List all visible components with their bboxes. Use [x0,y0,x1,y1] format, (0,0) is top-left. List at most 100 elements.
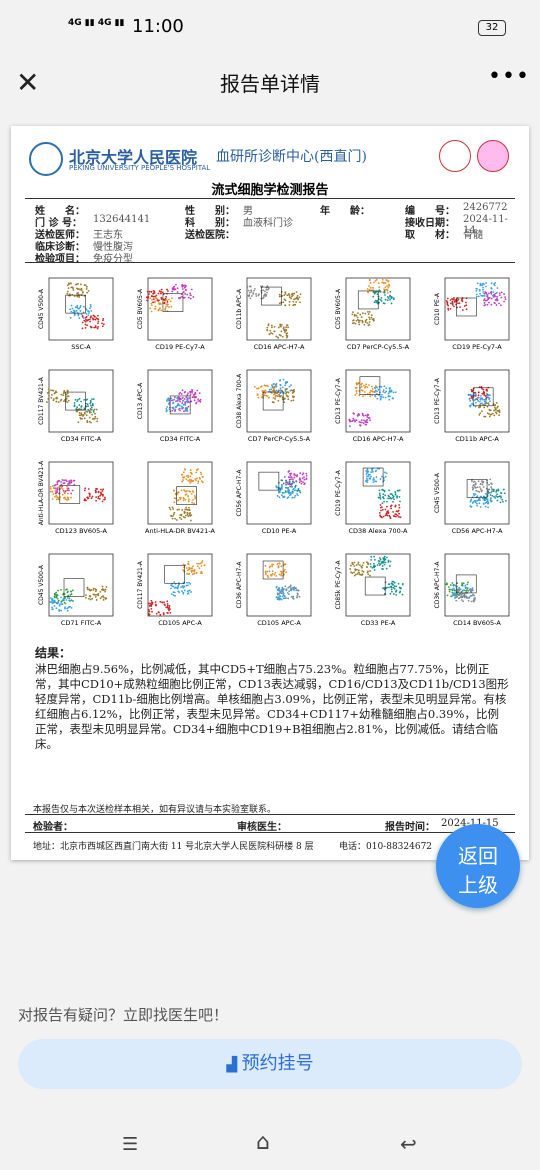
cell-dot [352,417,355,420]
result-label: 结果： [35,646,72,660]
cell-dot [89,598,92,601]
cell-dot [199,477,202,480]
cell-dot [283,476,286,478]
cell-dot [176,396,179,399]
cell-dot [154,601,157,604]
cell-dot [184,408,187,410]
cell-dot [495,489,498,492]
cell-dot [278,393,281,396]
hospital-name: 北京大学人民医院 [69,148,198,167]
cell-dot [172,515,174,517]
cell-dot [479,284,482,287]
cell-dot [482,480,485,483]
gate [472,387,494,407]
field-value: 血液科门诊 [243,218,293,229]
cell-dot [380,509,382,512]
cell-dot [61,603,64,605]
cell-dot [70,492,73,495]
cell-dot [76,409,79,412]
cell-dot [278,293,281,296]
cell-dot [274,396,277,398]
cell-dot [381,516,383,519]
cell-dot [199,562,202,565]
cell-dot [481,284,484,287]
cell-dot [66,485,68,488]
y-axis-label: CD10 PE-A [434,292,441,325]
cell-dot [180,489,183,492]
cell-dot [361,421,363,424]
cell-dot [297,589,300,592]
cell-dot [373,390,376,393]
cell-dot [476,282,479,285]
gate [169,395,191,415]
cell-dot [378,557,381,559]
cell-dot [398,586,401,589]
menu-key[interactable]: ☰ [122,1134,139,1155]
cell-dot [296,592,299,595]
back-button[interactable]: 返回 上级 [436,824,520,908]
cell-dot [281,485,283,488]
x-axis-label: CD16 APC-H7-A [353,435,404,443]
cell-dot [475,502,478,505]
more-button[interactable]: ••• [488,64,530,89]
cell-dot [83,407,86,410]
cell-dot [387,561,390,563]
cell-dot [56,602,59,605]
cell-dot [477,400,480,402]
cell-dot [191,490,194,493]
cell-dot [254,287,256,290]
cell-dot [190,519,192,522]
cell-dot [276,563,279,565]
cell-dot [386,556,388,559]
cell-dot [90,408,92,411]
cell-dot [186,401,189,404]
appointment-button[interactable]: ▟ 预约挂号 [18,1039,522,1089]
cell-dot [64,606,66,609]
cell-dot [389,560,392,563]
cell-dot [289,492,292,494]
cell-dot [484,492,487,495]
home-key[interactable]: ⌂ [256,1130,270,1155]
cell-dot [94,588,97,591]
cell-dot [184,468,186,471]
cell-dot [379,298,382,301]
cell-dot [284,390,287,392]
cell-dot [490,491,492,494]
cell-dot [146,296,149,299]
cell-dot [478,413,481,416]
cell-dot [482,286,484,289]
cell-dot [94,596,97,598]
cell-dot [280,574,283,577]
cell-dot [284,597,286,600]
cell-dot [294,587,297,590]
cell-dot [274,383,277,386]
cell-dot [189,480,191,483]
cell-dot [49,487,52,490]
cell-dot [274,385,277,388]
cell-dot [70,599,73,602]
cell-dot [355,314,358,317]
cell-dot [83,398,86,401]
cell-dot [278,496,281,499]
cell-dot [480,385,483,388]
back-key[interactable]: ↩ [400,1132,417,1156]
cell-dot [90,421,92,424]
cell-dot [283,329,286,332]
cell-dot [146,299,148,302]
cell-dot [158,302,161,305]
cell-dot [182,407,185,409]
cell-dot [92,398,95,400]
cell-dot [146,290,149,293]
cell-dot [290,399,293,402]
cell-dot [271,565,273,568]
cell-dot [365,419,368,422]
cell-dot [166,611,169,614]
cell-dot [53,484,56,487]
cell-dot [292,478,294,481]
close-button[interactable]: ✕ [16,66,40,99]
cell-dot [490,297,493,300]
field-label: 编 号： [405,206,455,217]
cell-dot [380,396,383,398]
cell-dot [101,493,104,496]
cell-dot [460,599,463,601]
